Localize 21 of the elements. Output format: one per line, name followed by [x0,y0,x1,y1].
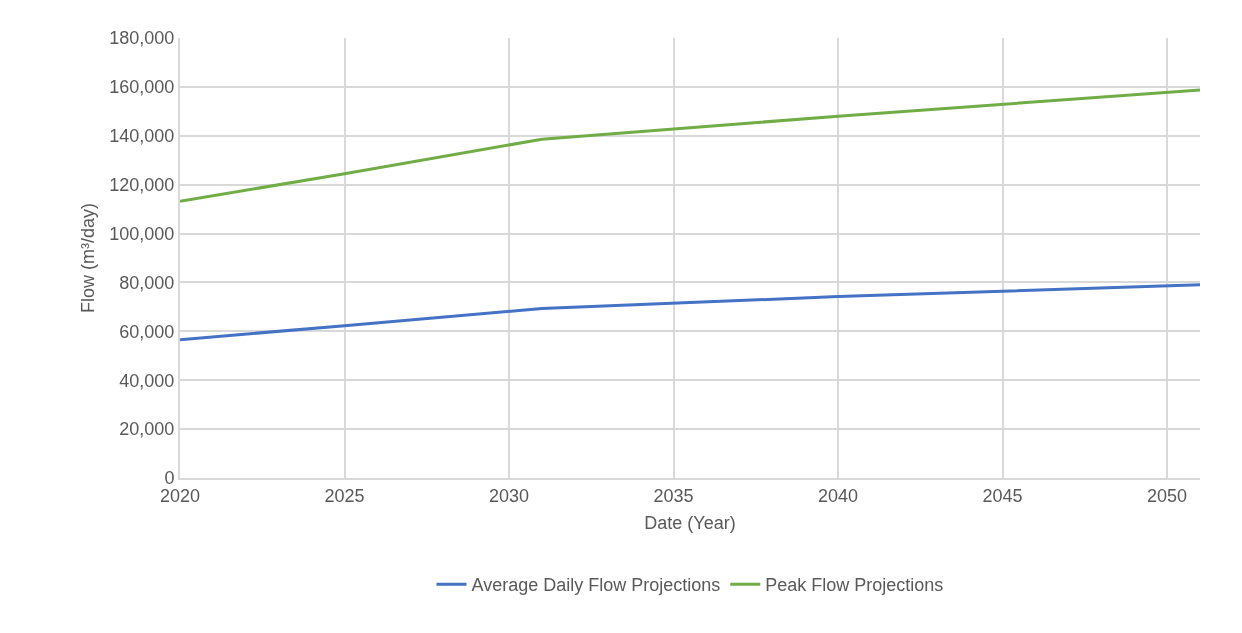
y-axis-title: Flow (m³/day) [78,202,99,314]
y-tick-label: 140,000 [109,126,175,147]
line-series [180,88,1200,203]
y-tick-label: 160,000 [109,77,175,98]
y-tick-label: 180,000 [109,28,175,49]
x-tick-label: 2040 [818,485,859,506]
y-tick-label: 120,000 [109,174,175,195]
legend-label: Average Daily Flow Projections [471,575,721,596]
y-tick-label: 100,000 [109,223,175,244]
x-axis-title: Date (Year) [644,513,736,534]
y-tick-label: 40,000 [119,370,175,391]
y-tick-label: 20,000 [119,419,175,440]
x-tick-label: 2030 [489,485,530,506]
x-tick-label: 2050 [1147,485,1188,506]
y-tick-label: 60,000 [119,321,175,342]
y-tick-label: 80,000 [119,272,175,293]
x-tick-label: 2025 [324,485,365,506]
x-tick-label: 2035 [653,485,694,506]
x-tick-label: 2045 [982,485,1023,506]
line-series [180,283,1200,342]
legend-label: Peak Flow Projections [765,575,944,596]
